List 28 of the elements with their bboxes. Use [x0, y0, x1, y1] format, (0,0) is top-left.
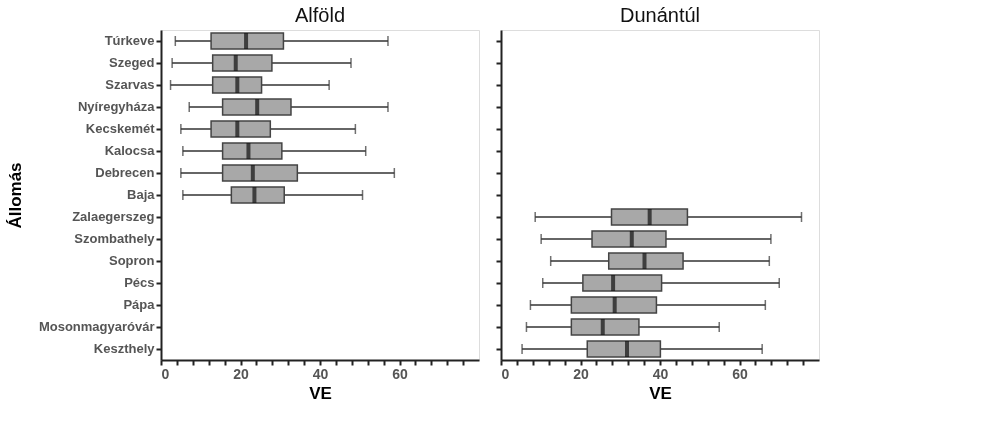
chart-title: Alföld [294, 4, 346, 26]
y-tick-label: Pápa [123, 297, 156, 312]
y-tick-label: Debrecen [95, 165, 155, 180]
y-axis-title: Állomás [5, 162, 25, 229]
x-tick-label: 40 [652, 365, 669, 382]
y-tick-label: Zalaegerszeg [72, 209, 155, 224]
x-tick-label: 20 [233, 365, 249, 382]
y-tick-label: Pécs [124, 275, 155, 290]
y-tick-label: Keszthely [93, 341, 156, 356]
x-tick-label: 0 [501, 365, 510, 382]
x-axis-title: VE [309, 383, 332, 403]
y-tick-label: Szarvas [105, 77, 155, 92]
x-tick-label: 40 [312, 365, 329, 382]
y-tick-label: Baja [127, 187, 156, 202]
chart-title: Dunántúl [619, 4, 701, 26]
x-axis-title: VE [649, 383, 672, 403]
y-tick-label: Szombathely [74, 231, 156, 246]
x-tick-label: 0 [161, 365, 170, 382]
y-tick-label: Túrkeve [104, 33, 155, 48]
x-tick-label: 20 [573, 365, 589, 382]
y-tick-label: Mosonmagyaróvár [38, 319, 155, 334]
x-tick-label: 60 [732, 365, 748, 382]
y-tick-label: Kecskemét [85, 121, 156, 136]
y-tick-label: Nyíregyháza [77, 99, 156, 114]
y-tick-label: Szeged [108, 55, 155, 70]
y-tick-label: Kalocsa [104, 143, 156, 158]
x-tick-label: 60 [392, 365, 408, 382]
y-tick-label: Sopron [109, 253, 155, 268]
